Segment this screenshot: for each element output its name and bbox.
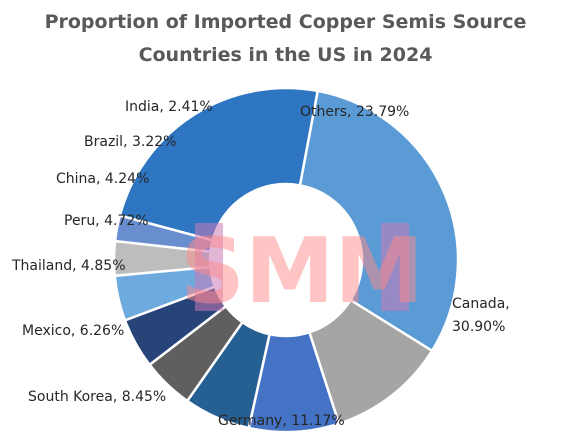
label-south-korea: South Korea, 8.45% (28, 389, 166, 405)
watermark-bar-right (381, 223, 409, 311)
label-mexico: Mexico, 6.26% (22, 323, 124, 339)
label-india: India, 2.41% (125, 99, 213, 115)
chart-title-line-2: Countries in the US in 2024 (138, 44, 433, 66)
label-brazil: Brazil, 3.22% (84, 134, 176, 150)
label-germany: Germany, 11.17% (218, 413, 345, 429)
watermark-text: SMM (180, 219, 424, 324)
slice-others[interactable] (118, 86, 320, 242)
chart-title-line-1: Proportion of Imported Copper Semis Sour… (44, 11, 527, 33)
donut-labels: Others, 23.79% Canada, 30.90% Germany, 11.1… (11, 99, 510, 429)
label-china: China, 4.24% (56, 171, 149, 187)
label-thailand: Thailand, 4.85% (11, 258, 126, 274)
label-canada: Canada, 30.90% (452, 296, 510, 335)
donut-slices (112, 86, 460, 434)
slice-canada[interactable] (298, 89, 460, 353)
label-others: Others, 23.79% (300, 104, 409, 120)
watermark-bar-left (195, 223, 223, 311)
watermark-logo: SMM (180, 219, 424, 324)
label-peru: Peru, 4.72% (64, 213, 149, 229)
